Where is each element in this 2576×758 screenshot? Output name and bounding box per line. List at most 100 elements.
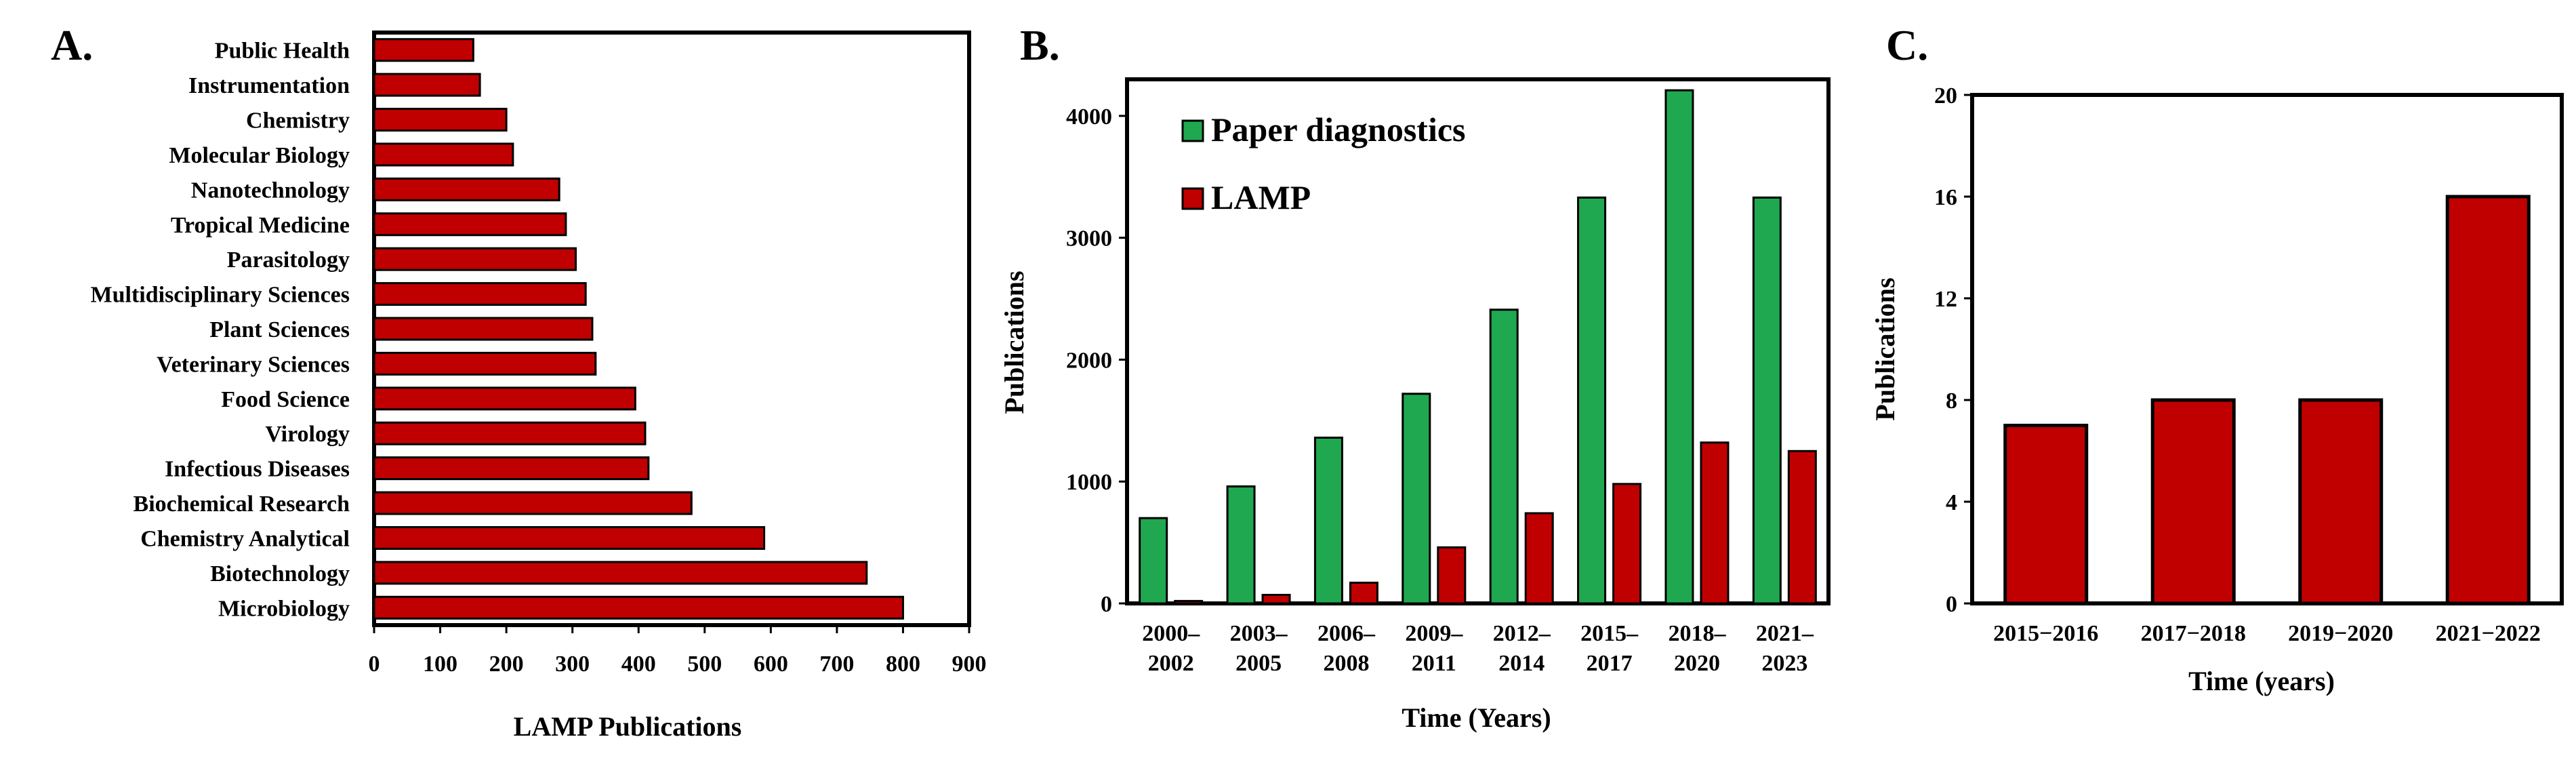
bar-virology — [373, 421, 647, 445]
bar-instrumentation — [373, 73, 481, 97]
bar-paper-diagnostics-5 — [1577, 196, 1607, 605]
x-tick-label-a-500: 500 — [687, 652, 722, 677]
x-tick-label-c-2017-2018: 2017−2018 — [2141, 621, 2246, 646]
category-label-instrumentation: Instrumentation — [188, 73, 350, 98]
legend-swatch-paper-diagnostics — [1181, 119, 1204, 142]
legend-b: Paper diagnostics LAMP — [1181, 111, 1466, 216]
bar-nanotechnology — [373, 177, 560, 201]
y-tick-label-b-0: 0 — [1101, 592, 1112, 617]
panel-a: A. Public Health Instrumentation Chemistry M… — [51, 21, 987, 742]
category-label-microbiology: Microbiology — [218, 596, 350, 621]
x-tick-label-a-700: 700 — [819, 652, 854, 677]
panel-label-a: A. — [51, 21, 93, 69]
bar-lamp-3 — [1437, 546, 1467, 605]
bar-molecular-biology — [373, 142, 514, 167]
category-label-biochemical-research: Biochemical Research — [134, 492, 350, 517]
y-axis-title-c: Publications — [1870, 277, 1900, 420]
plot-frame-c — [1970, 93, 2564, 605]
x-tick-label-a-300: 300 — [555, 652, 590, 677]
category-label-chemistry: Chemistry — [246, 108, 350, 134]
bar-paper-diagnostics-3 — [1402, 393, 1431, 605]
category-label-biotechnology: Biotechnology — [210, 561, 350, 586]
y-tick-label-c-20: 20 — [1934, 83, 1957, 108]
bar-food-science — [373, 386, 636, 411]
x-tick-label-b-7: 2021– 2023 — [1756, 621, 1814, 676]
x-tick-label-b-4: 2012– 2014 — [1493, 621, 1551, 676]
category-label-virology: Virology — [265, 422, 350, 447]
bar-paper-diagnostics-7 — [1752, 196, 1782, 605]
bar-chemistry-analytical — [373, 525, 766, 550]
category-label-molecular-biology: Molecular Biology — [169, 143, 350, 168]
y-axis-title-b: Publications — [999, 271, 1029, 414]
category-label-multidisciplinary-sciences: Multidisciplinary Sciences — [91, 283, 350, 308]
y-tick-label-c-12: 12 — [1934, 287, 1957, 312]
bar-lamp-4 — [1524, 512, 1554, 605]
y-tick-label-c-0: 0 — [1946, 592, 1957, 617]
bar-2019-2020 — [2298, 398, 2384, 605]
bar-paper-diagnostics-4 — [1489, 308, 1519, 605]
x-axis-title-c: Time (years) — [2188, 666, 2335, 696]
legend-swatch-lamp — [1181, 187, 1204, 210]
x-tick-label-a-600: 600 — [754, 652, 788, 677]
x-tick-label-a-100: 100 — [423, 652, 457, 677]
bar-lamp-2 — [1349, 581, 1378, 605]
x-tick-label-b-3: 2009– 2011 — [1405, 621, 1463, 676]
panel-label-b: B. — [1020, 21, 1060, 69]
panel-label-c: C. — [1886, 21, 1928, 69]
y-tick-label-c-8: 8 — [1946, 388, 1957, 414]
bar-multidisciplinary-sciences — [373, 282, 587, 306]
bar-chemistry — [373, 108, 508, 132]
bar-tropical-medicine — [373, 212, 567, 237]
x-tick-label-b-1: 2003– 2005 — [1230, 621, 1288, 676]
category-label-tropical-medicine: Tropical Medicine — [171, 213, 350, 238]
bar-paper-diagnostics-6 — [1664, 89, 1694, 605]
y-tick-label-c-16: 16 — [1934, 185, 1957, 210]
x-tick-label-a-800: 800 — [886, 652, 920, 677]
bar-lamp-6 — [1700, 441, 1730, 605]
bar-plant-sciences — [373, 317, 594, 341]
bar-public-health — [373, 38, 474, 62]
bar-2021-2022 — [2445, 195, 2531, 605]
bar-paper-diagnostics-1 — [1226, 485, 1256, 605]
panel-c: C. 2015−2016 2017−2018 2019−2020 2021−2022 0 4… — [1870, 21, 2564, 696]
x-tick-label-a-400: 400 — [621, 652, 656, 677]
bar-infectious-diseases — [373, 456, 650, 481]
plot-frame-b — [1125, 77, 1831, 605]
bar-lamp-1 — [1261, 593, 1291, 605]
y-tick-label-b-2000: 2000 — [1066, 348, 1112, 373]
y-tick-label-c-4: 4 — [1946, 490, 1957, 515]
panel-b: B. 2000– 2002 2003– 2005 2006– 2008 2009– 2011 20… — [999, 21, 1831, 733]
x-tick-label-b-2: 2006– 2008 — [1317, 621, 1376, 676]
bar-paper-diagnostics-2 — [1313, 437, 1343, 605]
x-tick-label-a-900: 900 — [952, 652, 987, 677]
x-tick-label-c-2015-2016: 2015−2016 — [1993, 621, 2098, 646]
legend-label-lamp: LAMP — [1211, 178, 1311, 216]
y-tick-label-b-3000: 3000 — [1066, 226, 1112, 252]
category-label-public-health: Public Health — [215, 39, 350, 64]
bar-lamp-0 — [1174, 599, 1204, 605]
bar-biotechnology — [373, 561, 868, 585]
bar-lamp-7 — [1787, 450, 1817, 605]
x-axis-title-b: Time (Years) — [1402, 702, 1551, 733]
y-tick-label-b-1000: 1000 — [1066, 470, 1112, 495]
x-tick-label-a-200: 200 — [489, 652, 524, 677]
x-axis-title-a: LAMP Publications — [514, 711, 742, 742]
x-tick-label-b-6: 2018– 2020 — [1668, 621, 1726, 676]
x-tick-label-b-5: 2015– 2017 — [1580, 621, 1639, 676]
category-label-food-science: Food Science — [221, 387, 350, 412]
x-tick-label-c-2019-2020: 2019−2020 — [2288, 621, 2393, 646]
category-label-nanotechnology: Nanotechnology — [191, 178, 350, 203]
legend-label-paper-diagnostics: Paper diagnostics — [1211, 111, 1466, 148]
bar-parasitology — [373, 247, 577, 271]
bar-biochemical-research — [373, 491, 693, 515]
x-tick-label-a-0: 0 — [369, 652, 380, 677]
category-label-chemistry-analytical: Chemistry Analytical — [140, 526, 350, 551]
category-label-plant-sciences: Plant Sciences — [209, 317, 350, 342]
x-tick-label-b-0: 2000– 2002 — [1142, 621, 1200, 676]
category-label-veterinary-sciences: Veterinary Sciences — [157, 352, 350, 377]
y-tick-label-b-4000: 4000 — [1066, 104, 1112, 129]
bar-2015-2016 — [2003, 424, 2089, 605]
bar-veterinary-sciences — [373, 351, 597, 376]
bar-lamp-5 — [1612, 483, 1642, 605]
